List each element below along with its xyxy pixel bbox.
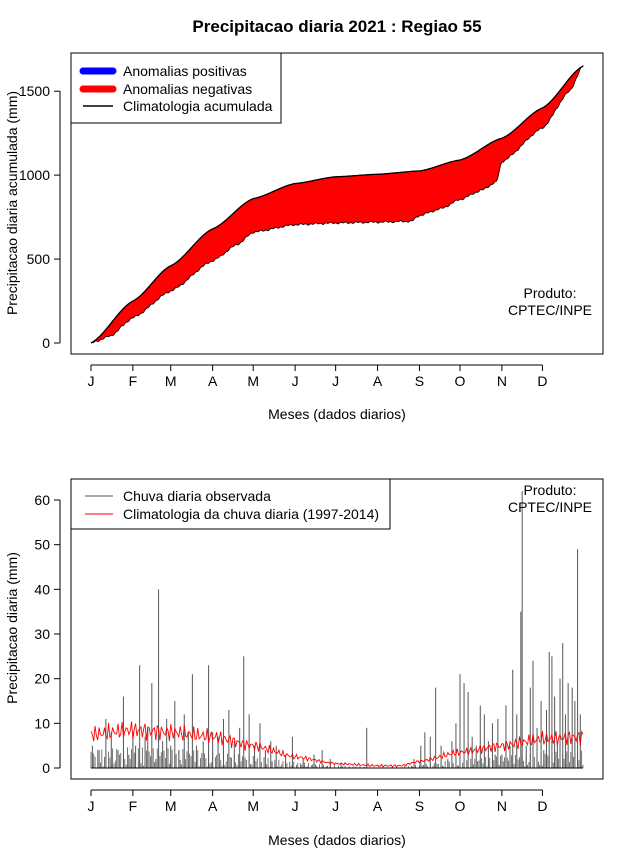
daily-y-tick-label: 60 xyxy=(34,492,50,508)
accumulated-y-tick-label: 1500 xyxy=(19,83,50,99)
daily-y-tick-label: 0 xyxy=(42,760,50,776)
legend-label-positive: Anomalias positivas xyxy=(123,63,247,79)
daily-month-label: J xyxy=(292,798,299,814)
daily-month-label: A xyxy=(208,798,218,814)
daily-y-tick-label: 30 xyxy=(34,626,50,642)
accumulated-month-label: A xyxy=(208,373,218,389)
daily-month-label: J xyxy=(88,798,95,814)
accumulated-y-axis-label: Precipitacao diaria acumulada (mm) xyxy=(4,91,20,315)
daily-legend: Chuva diaria observada Climatologia da c… xyxy=(70,478,391,530)
accumulated-plot-area xyxy=(90,65,584,344)
daily-product-source: CPTEC/INPE xyxy=(508,499,592,515)
accumulated-legend: Anomalias positivas Anomalias negativas … xyxy=(70,52,282,124)
accumulated-climatology-line xyxy=(90,65,584,344)
legend-label-climatology: Climatologia acumulada xyxy=(123,98,273,114)
daily-y-tick-label: 50 xyxy=(34,537,50,553)
daily-legend-box xyxy=(70,478,391,530)
daily-x-axis-label: Meses (dados diarios) xyxy=(268,832,406,848)
daily-month-label: M xyxy=(165,798,177,814)
daily-month-label: J xyxy=(332,798,339,814)
daily-y-tick-label: 20 xyxy=(34,671,50,687)
accumulated-month-label: M xyxy=(165,373,177,389)
daily-month-label: S xyxy=(415,798,424,814)
daily-plot-area xyxy=(90,491,584,769)
accumulated-month-label: N xyxy=(497,373,507,389)
daily-month-label: N xyxy=(497,798,507,814)
accumulated-x-axis-label: Meses (dados diarios) xyxy=(268,406,406,422)
daily-month-label: A xyxy=(373,798,383,814)
accumulated-month-label: O xyxy=(455,373,466,389)
accumulated-month-label: S xyxy=(415,373,424,389)
accumulated-y-tick-label: 1000 xyxy=(19,167,50,183)
figure-title: Precipitacao diaria 2021 : Regiao 55 xyxy=(192,17,481,36)
daily-month-label: F xyxy=(129,798,138,814)
accumulated-month-label: D xyxy=(537,373,547,389)
daily-chart: 0 10 20 30 40 50 60 J F M A M J J A S O N D Precipitacao … xyxy=(4,478,604,848)
daily-y-tick-label: 40 xyxy=(34,581,50,597)
daily-product-label: Produto: xyxy=(524,482,577,498)
accumulated-month-label: M xyxy=(247,373,259,389)
daily-month-label: O xyxy=(455,798,466,814)
accumulated-plot-frame xyxy=(70,52,604,355)
daily-month-label: M xyxy=(247,798,259,814)
daily-climatology-line xyxy=(90,721,584,768)
accumulated-y-tick-label: 500 xyxy=(27,251,51,267)
accumulated-month-label: A xyxy=(373,373,383,389)
accumulated-product-source: CPTEC/INPE xyxy=(508,302,592,318)
accumulated-y-tick-label: 0 xyxy=(42,335,50,351)
legend-label-daily-climatology: Climatologia da chuva diaria (1997-2014) xyxy=(123,506,379,522)
daily-y-axis: 0 10 20 30 40 50 60 xyxy=(34,492,61,776)
legend-label-observed: Chuva diaria observada xyxy=(123,488,271,504)
daily-month-label: D xyxy=(537,798,547,814)
accumulated-month-label: J xyxy=(332,373,339,389)
daily-y-axis-label: Precipitacao diaria (mm) xyxy=(4,552,20,704)
accumulated-chart: 0 500 1000 1500 J F M A M J J A S O N D Precipitacao d… xyxy=(4,52,604,422)
daily-y-tick-label: 10 xyxy=(34,715,50,731)
accumulated-month-label: F xyxy=(129,373,138,389)
legend-label-negative: Anomalias negativas xyxy=(123,81,252,97)
accumulated-product-label: Produto: xyxy=(524,285,577,301)
accumulated-month-label: J xyxy=(88,373,95,389)
accumulated-y-axis: 0 500 1000 1500 xyxy=(19,83,61,351)
accumulated-month-label: J xyxy=(292,373,299,389)
